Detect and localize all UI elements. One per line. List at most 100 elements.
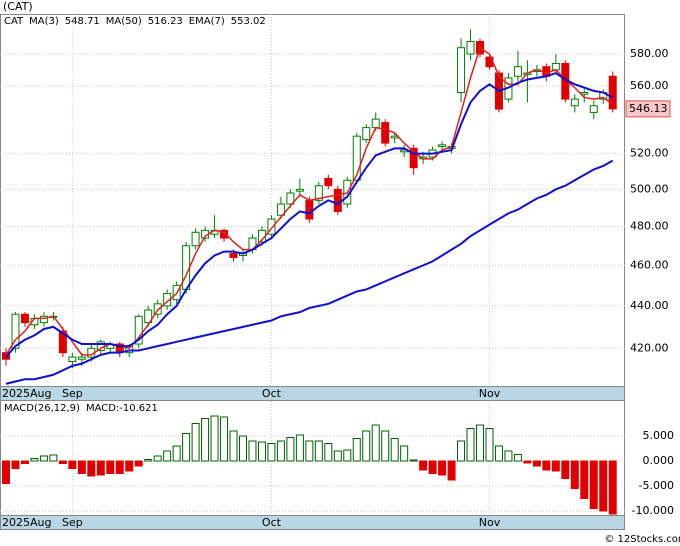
macd-readout: MACD:-10.621	[86, 403, 158, 414]
macd-bar	[77, 460, 86, 474]
macd-bar	[248, 440, 257, 462]
macd-bar	[476, 424, 484, 462]
candle-body	[163, 293, 172, 307]
candle-body	[608, 75, 617, 110]
macd-bar	[381, 430, 390, 462]
macd-bar	[371, 424, 380, 462]
y-tick-label: 420.00	[630, 341, 669, 354]
macd-bar	[523, 460, 532, 464]
candle-body	[267, 218, 276, 235]
macd-bar	[153, 455, 162, 462]
macd-bar	[39, 455, 48, 462]
y-tick-label: 460.00	[630, 258, 669, 271]
price-box	[625, 100, 671, 118]
legend-text: 553.02	[231, 16, 266, 27]
candle-body	[314, 185, 323, 201]
price-label: 546.13	[629, 102, 668, 115]
macd-bar	[333, 450, 342, 462]
candle-body	[182, 245, 191, 290]
candle-body	[144, 309, 153, 324]
x-tick-label: Sep	[62, 516, 83, 529]
macd-bar	[542, 460, 551, 471]
y-tick-label: 0.000	[643, 454, 675, 467]
macd-bar	[220, 416, 229, 462]
macd-bar	[390, 438, 399, 462]
y-tick-label: 500.00	[630, 182, 669, 195]
ma-line	[5, 71, 614, 358]
candle-body	[295, 188, 304, 192]
macd-bar	[485, 428, 494, 462]
candle-body	[191, 231, 200, 247]
y-tick-label: 5.000	[643, 429, 675, 442]
macd-bar	[570, 460, 579, 489]
macd-bar	[257, 441, 266, 462]
candle-body	[286, 192, 295, 205]
macd-bar	[438, 460, 447, 476]
macd-bar	[134, 460, 143, 467]
macd-bar	[457, 440, 466, 462]
macd-bar	[68, 460, 77, 469]
macd-bar	[608, 460, 617, 515]
y-tick-label: 440.00	[630, 299, 669, 312]
candle-body	[466, 40, 475, 55]
macd-bar	[276, 440, 285, 462]
candle-body	[589, 105, 598, 113]
macd-title: MACD(26,12,9)	[4, 403, 80, 414]
macd-bar	[58, 460, 67, 464]
candle-body	[229, 253, 238, 258]
candle-body	[551, 62, 560, 71]
candle-body	[409, 147, 418, 169]
macd-bar	[201, 418, 210, 462]
chart-title: (CAT)	[3, 0, 33, 13]
x-tick-label: Sep	[62, 387, 83, 400]
x-tick-label: Nov	[479, 516, 501, 529]
macd-bar	[305, 440, 314, 462]
macd-bar	[599, 460, 608, 512]
x-tick-label: 2025Aug	[2, 387, 51, 400]
y-tick-label: 580.00	[630, 47, 669, 60]
y-tick-label: -5.000	[639, 479, 674, 492]
macd-bar	[447, 460, 456, 481]
macd-bar	[20, 460, 29, 464]
candle-body	[11, 313, 20, 349]
candle-body	[153, 303, 162, 315]
macd-bar	[352, 438, 361, 462]
candle-body	[362, 127, 371, 141]
macd-bar	[267, 443, 276, 462]
candle-body	[457, 47, 466, 94]
candle-body	[570, 98, 579, 107]
candle-body	[68, 356, 77, 362]
candle-body	[513, 66, 522, 77]
y-tick-label: 480.00	[630, 220, 669, 233]
macd-bar	[210, 415, 219, 462]
legend-text: EMA(7)	[189, 16, 225, 27]
macd-bar	[561, 460, 570, 479]
macd-bar	[96, 460, 105, 476]
macd-bar	[144, 459, 153, 462]
candle-body	[305, 199, 314, 220]
macd-bar	[30, 458, 39, 462]
candle-body	[276, 203, 285, 216]
macd-bar	[115, 460, 124, 474]
macd-bar	[163, 450, 172, 462]
x-tick-label: 2025Aug	[2, 516, 51, 529]
x-tick-label: Oct	[262, 516, 282, 529]
legend-text: MA(50)	[106, 16, 142, 27]
macd-bar	[87, 460, 96, 477]
macd-bar	[362, 430, 371, 462]
legend-text: 516.23	[148, 16, 183, 27]
macd-bar	[551, 460, 560, 472]
macd-bar	[11, 460, 20, 469]
macd-bar	[191, 423, 200, 462]
macd-bar	[229, 430, 238, 462]
macd-bar	[400, 445, 409, 462]
macd-bar	[409, 459, 418, 462]
macd-bar	[314, 440, 323, 462]
macd-bar	[589, 460, 598, 509]
macd-bar	[580, 460, 589, 499]
macd-bar	[513, 454, 522, 462]
macd-bar	[239, 435, 247, 462]
date-band	[0, 515, 625, 530]
ma-line	[5, 46, 614, 356]
